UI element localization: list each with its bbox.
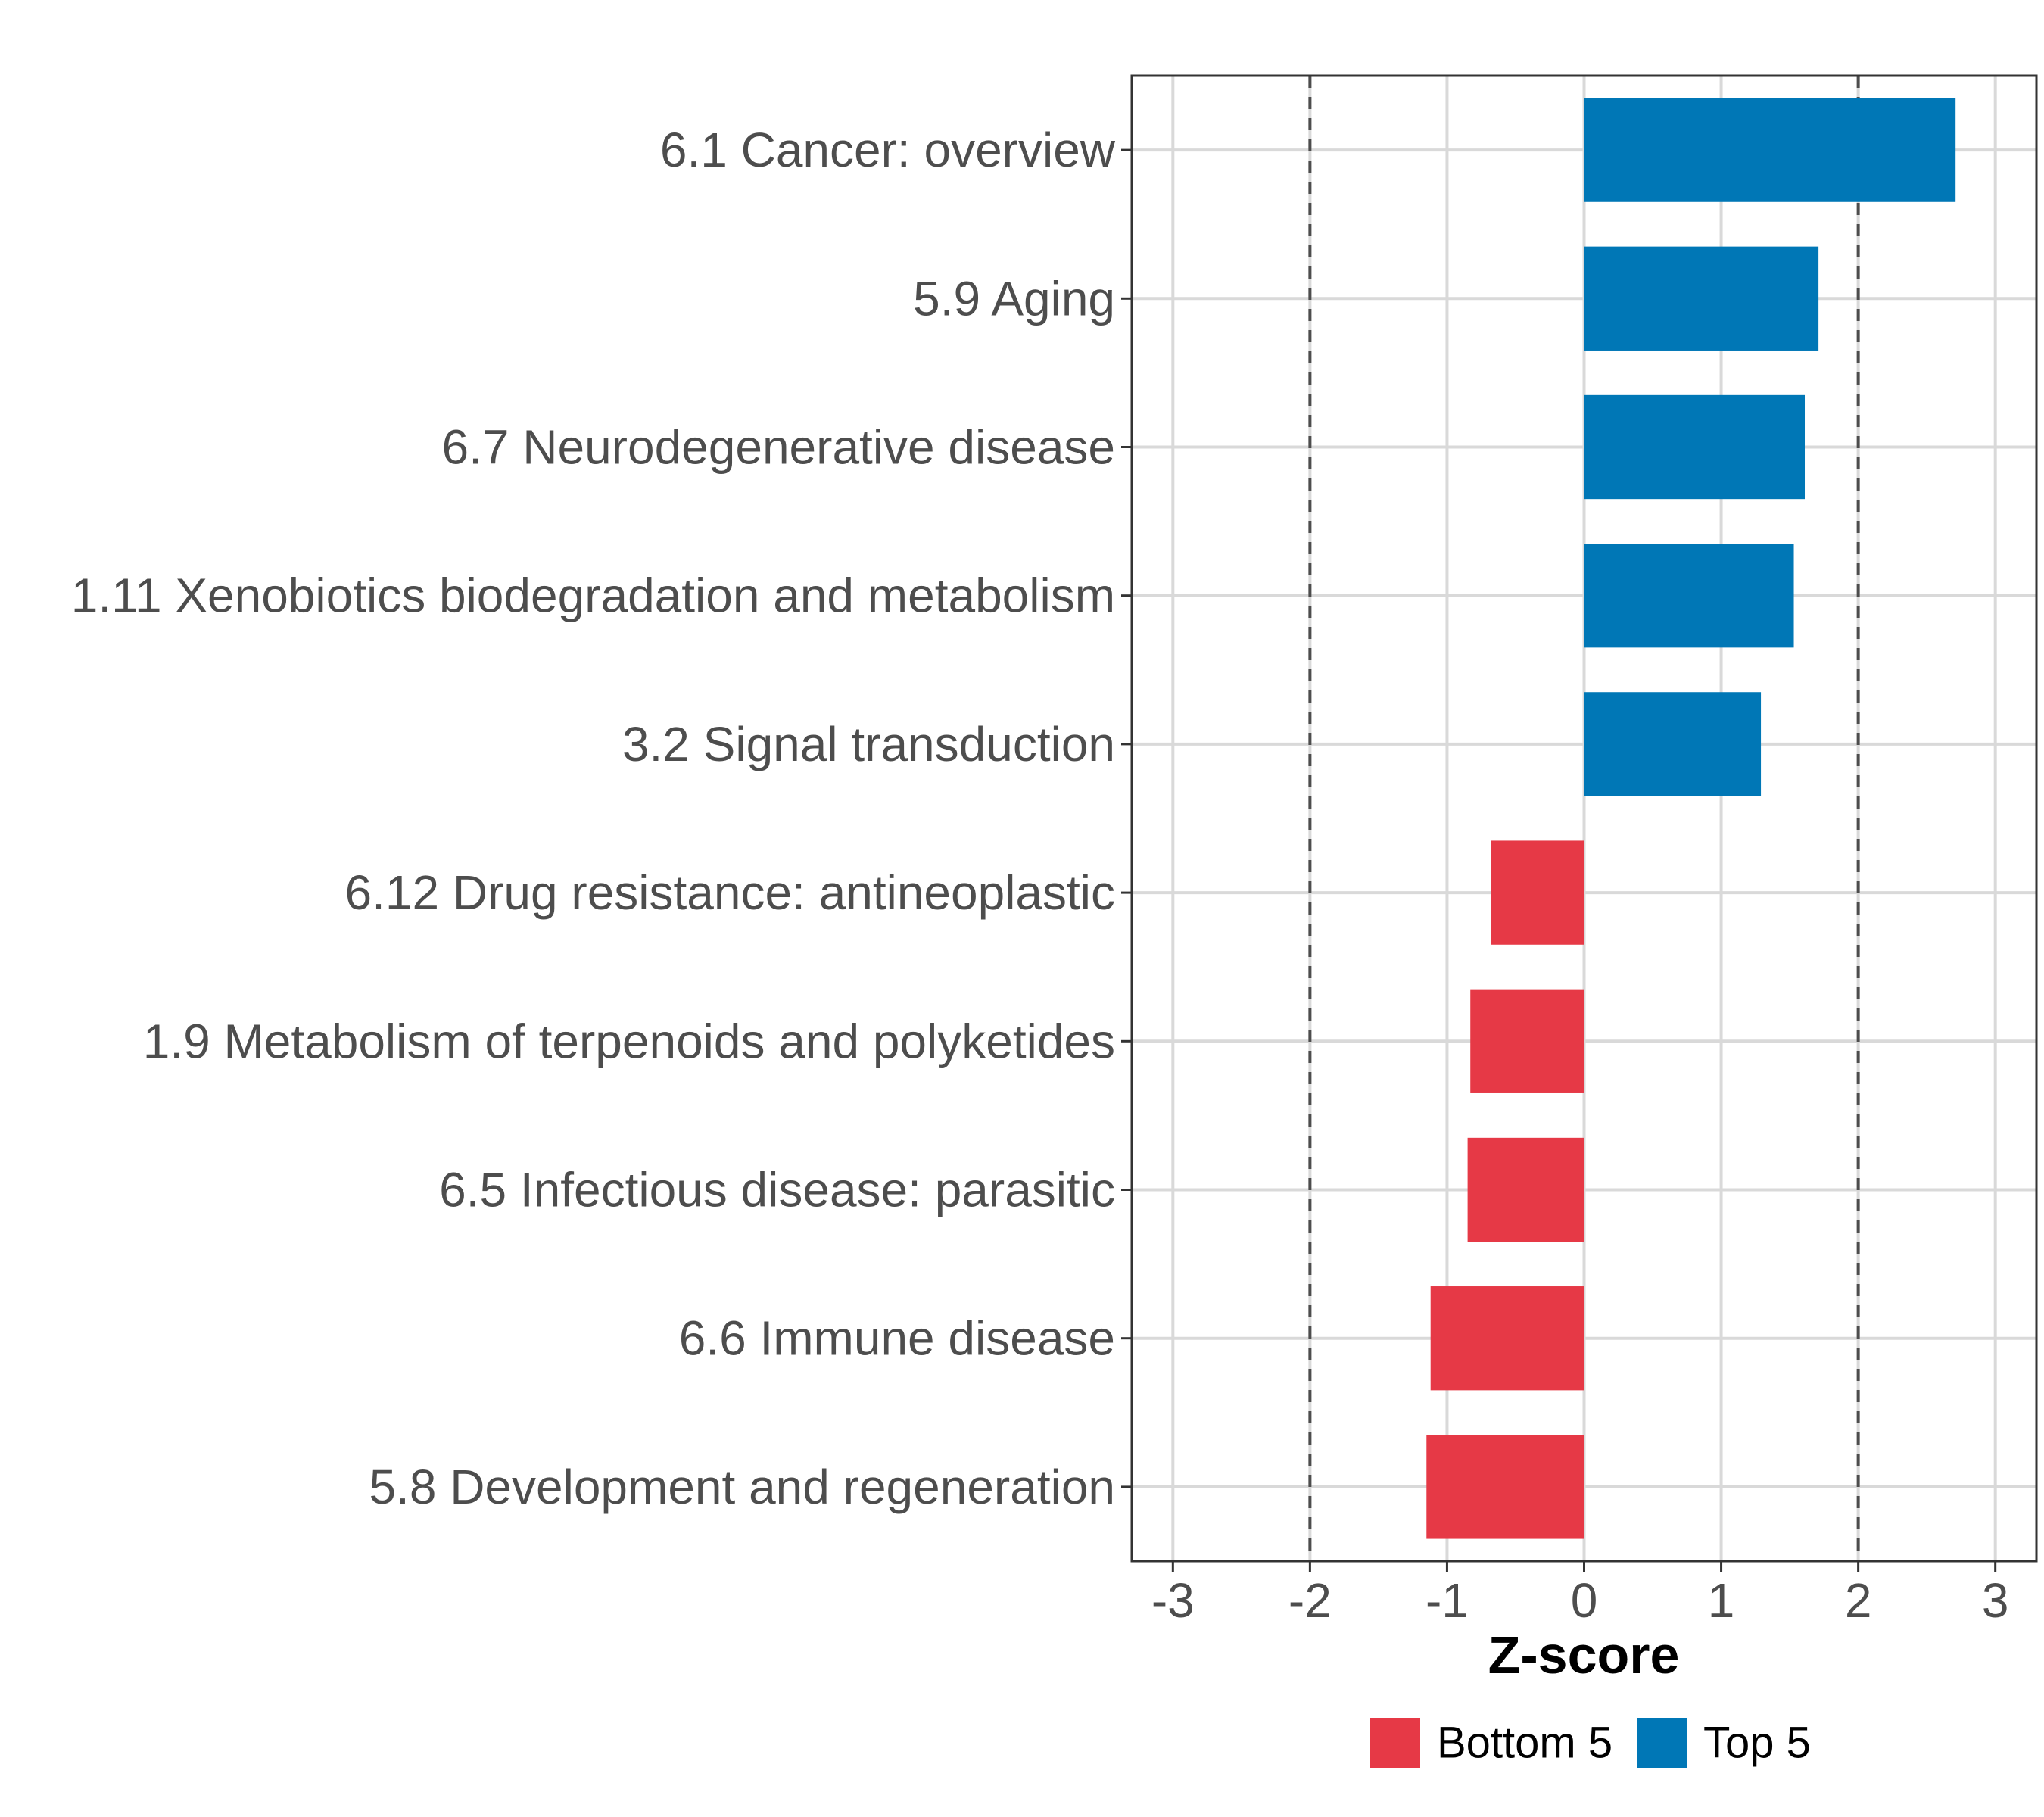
x-tick-label: 3 — [1982, 1573, 2009, 1628]
category-label: 6.6 Immune disease — [679, 1311, 1115, 1366]
category-label: 6.7 Neurodegenerative disease — [442, 420, 1116, 475]
x-tick-label: 2 — [1845, 1573, 1872, 1628]
x-tick-label: 0 — [1571, 1573, 1598, 1628]
legend-label: Top 5 — [1703, 1719, 1811, 1768]
legend-key — [1637, 1718, 1687, 1768]
legend-key — [1370, 1718, 1420, 1768]
bar-top — [1584, 394, 1806, 500]
category-label: 5.9 Aging — [913, 271, 1115, 326]
bar-top — [1584, 544, 1794, 648]
category-label: 1.11 Xenobiotics biodegradation and meta… — [71, 569, 1115, 623]
reference-lines — [1308, 76, 1860, 1561]
bar-bottom — [1470, 989, 1584, 1093]
legend-label: Bottom 5 — [1437, 1719, 1612, 1768]
x-tick-label: -3 — [1151, 1573, 1195, 1628]
category-label: 6.5 Infectious disease: parasitic — [439, 1163, 1115, 1217]
category-label: 6.1 Cancer: overview — [660, 123, 1116, 177]
y-axis: 6.1 Cancer: overview 5.9 Aging 6.7 Neurode… — [71, 123, 1132, 1514]
bar-bottom — [1430, 1286, 1584, 1391]
bar-top — [1584, 98, 1956, 202]
x-tick-label: -2 — [1288, 1573, 1332, 1628]
x-axis-title: Z-score — [1488, 1625, 1680, 1685]
bar-bottom — [1467, 1137, 1584, 1242]
category-label: 5.8 Development and regeneration — [369, 1460, 1115, 1514]
category-label: 3.2 Signal transduction — [622, 717, 1115, 771]
category-label: 6.12 Drug resistance: antineoplastic — [345, 865, 1115, 920]
category-label: 1.9 Metabolism of terpenoids and polyket… — [143, 1014, 1115, 1068]
bar-bottom — [1426, 1435, 1584, 1539]
bar-top — [1584, 246, 1819, 351]
legend: Bottom 5 Top 5 — [1370, 1718, 1811, 1768]
x-axis: -3 -2 -1 0 1 2 3 — [1151, 1561, 2009, 1628]
bar-top — [1584, 692, 1762, 796]
bars — [1426, 98, 1956, 1539]
x-tick-label: 1 — [1708, 1573, 1735, 1628]
x-tick-label: -1 — [1426, 1573, 1469, 1628]
bar-bottom — [1491, 840, 1584, 945]
